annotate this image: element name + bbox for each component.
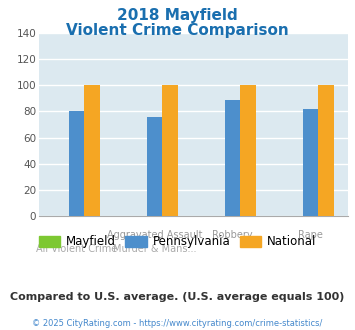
Text: © 2025 CityRating.com - https://www.cityrating.com/crime-statistics/: © 2025 CityRating.com - https://www.city… [32, 319, 323, 328]
Text: 2018 Mayfield: 2018 Mayfield [117, 8, 238, 23]
Text: Rape: Rape [298, 230, 323, 240]
Bar [318, 85, 334, 216]
Text: Compared to U.S. average. (U.S. average equals 100): Compared to U.S. average. (U.S. average … [10, 292, 345, 302]
Bar [69, 112, 84, 216]
Text: Aggravated Assault: Aggravated Assault [107, 230, 202, 240]
Bar [84, 85, 100, 216]
Bar [162, 85, 178, 216]
Bar [147, 117, 162, 216]
Bar [240, 85, 256, 216]
Text: Violent Crime Comparison: Violent Crime Comparison [66, 23, 289, 38]
Text: Murder & Mans...: Murder & Mans... [113, 244, 196, 254]
Legend: Mayfield, Pennsylvania, National: Mayfield, Pennsylvania, National [34, 231, 321, 253]
Bar [303, 109, 318, 216]
Bar [225, 100, 240, 216]
Text: All Violent Crime: All Violent Crime [36, 244, 117, 254]
Text: Robbery: Robbery [212, 230, 253, 240]
